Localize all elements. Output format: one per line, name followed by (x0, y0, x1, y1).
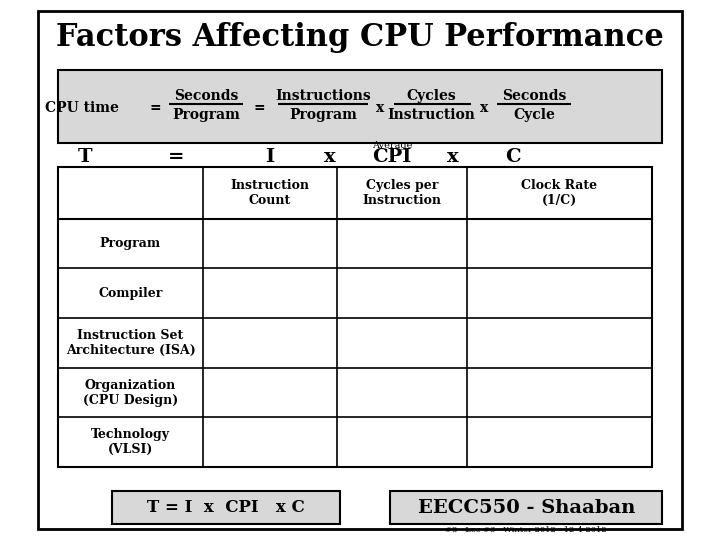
Text: Instruction: Instruction (388, 108, 476, 122)
Text: Program: Program (289, 108, 357, 122)
Text: Cycle: Cycle (513, 108, 555, 122)
Text: x: x (446, 147, 459, 166)
Bar (58, 167, 652, 467)
Text: EECC550 - Shaaban: EECC550 - Shaaban (418, 498, 635, 517)
Text: Instruction
Count: Instruction Count (230, 179, 309, 207)
Text: Cycles per
Instruction: Cycles per Instruction (362, 179, 441, 207)
Text: =: = (168, 147, 184, 166)
Text: Organization
(CPU Design): Organization (CPU Design) (83, 379, 178, 407)
Text: Technology
(VLSI): Technology (VLSI) (91, 428, 170, 456)
Text: Program: Program (172, 108, 240, 122)
Text: =: = (253, 101, 265, 115)
Text: Average: Average (372, 141, 413, 150)
Text: Clock Rate
(1/C): Clock Rate (1/C) (521, 179, 598, 207)
Bar (390, 491, 662, 524)
Text: Instructions: Instructions (275, 89, 371, 103)
Text: C: C (505, 147, 521, 166)
Bar (58, 70, 662, 143)
Text: T = I  x  CPI   x C: T = I x CPI x C (147, 499, 305, 516)
Text: CPI: CPI (372, 147, 412, 166)
Text: Instruction Set
Architecture (ISA): Instruction Set Architecture (ISA) (66, 329, 195, 357)
Text: Compiler: Compiler (99, 287, 163, 300)
Bar (112, 491, 340, 524)
Text: T: T (78, 147, 93, 166)
Text: Seconds: Seconds (174, 89, 238, 103)
Text: #8   Lec #3   Winter 2012   12-4-2012: #8 Lec #3 Winter 2012 12-4-2012 (446, 526, 607, 534)
Text: Factors Affecting CPU Performance: Factors Affecting CPU Performance (56, 22, 664, 53)
Text: CPU time: CPU time (45, 101, 119, 115)
Text: Program: Program (100, 237, 161, 250)
Text: Seconds: Seconds (502, 89, 567, 103)
Text: I: I (265, 147, 274, 166)
Text: x: x (376, 101, 384, 115)
Text: Cycles: Cycles (407, 89, 456, 103)
Text: x: x (324, 147, 336, 166)
Text: x: x (480, 101, 488, 115)
Text: =: = (150, 101, 161, 115)
